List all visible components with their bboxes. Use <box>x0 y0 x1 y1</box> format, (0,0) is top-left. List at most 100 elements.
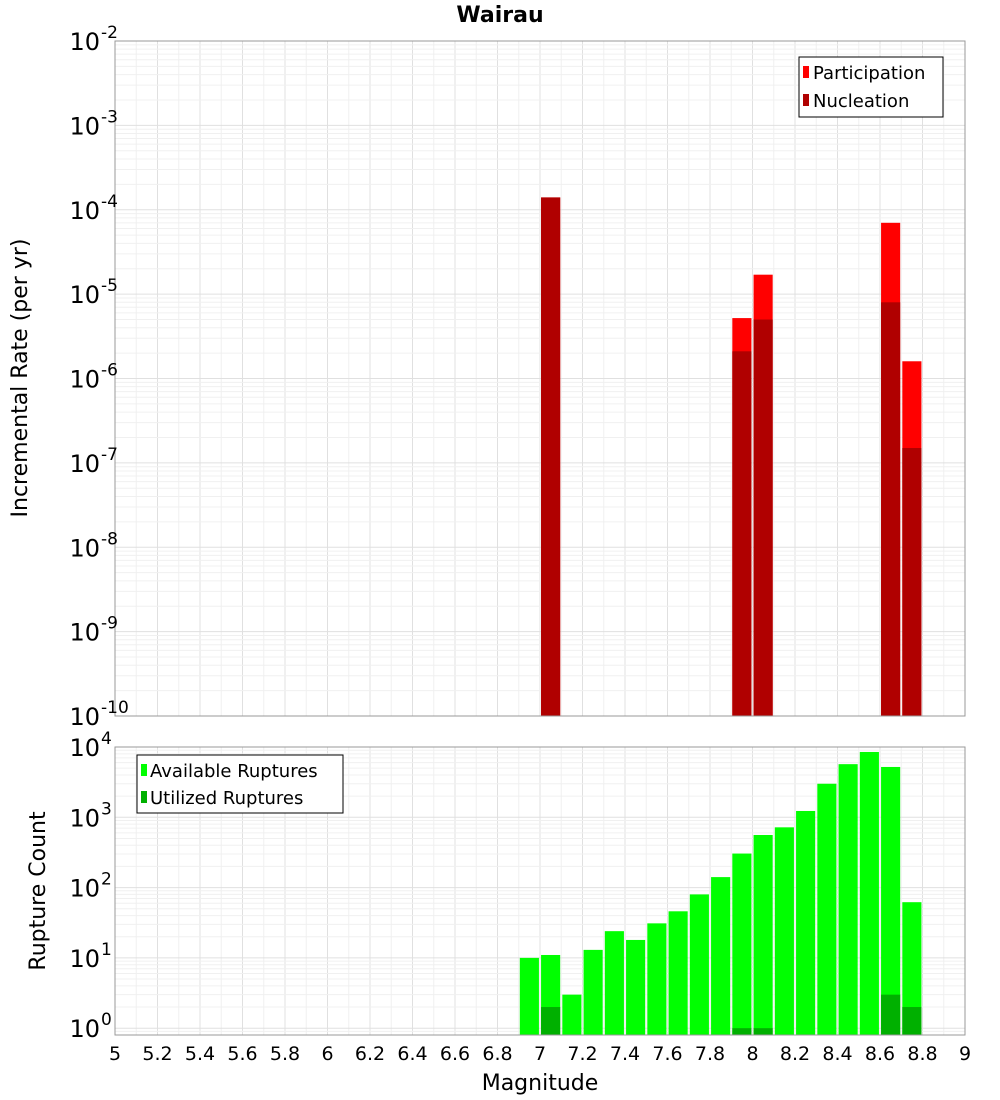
available-bar <box>838 764 858 1035</box>
count-legend-box <box>136 754 344 814</box>
chart-title: Wairau <box>456 3 543 28</box>
x-tick-label: 5.8 <box>270 1043 300 1065</box>
y-tick-label: 10 <box>69 619 100 647</box>
x-tick-label: 7.6 <box>652 1043 682 1065</box>
x-tick-label: 6.6 <box>440 1043 470 1065</box>
available-bar <box>604 931 624 1035</box>
participation-legend-label: Participation <box>813 63 925 84</box>
x-tick-label: 7 <box>534 1043 546 1065</box>
available-bar <box>583 949 603 1035</box>
x-tick-label: 9 <box>959 1043 971 1065</box>
rate-bars <box>541 197 922 717</box>
x-tick-label: 6.8 <box>482 1043 512 1065</box>
x-tick-label: 8 <box>746 1043 758 1065</box>
y-tick-label: 10 <box>69 366 100 394</box>
rate-legend-box <box>798 56 944 118</box>
participation-legend-swatch <box>803 66 809 78</box>
y-tick-label: 10 <box>69 945 100 973</box>
available-bar <box>519 957 539 1035</box>
x-tick-label: 7.4 <box>610 1043 640 1065</box>
utilized-bar <box>732 1028 752 1035</box>
y-tick-exponent: -6 <box>101 361 118 381</box>
y-tick-exponent: 3 <box>101 799 112 819</box>
y-tick-exponent: -7 <box>101 445 118 465</box>
available-bar <box>562 994 582 1035</box>
x-tick-label: 5.2 <box>142 1043 172 1065</box>
rate-y-axis-label: Incremental Rate (per yr) <box>8 239 33 518</box>
x-axis-ticks: 5 5.2 5.4 5.6 5.8 6 6.2 6.4 6.6 6.8 7 7.2 7.4 7.6 7.8 8… <box>109 1043 971 1065</box>
y-tick-exponent: -8 <box>101 529 118 549</box>
x-tick-label: 5.6 <box>227 1043 257 1065</box>
y-tick-exponent: -3 <box>101 107 118 127</box>
utilized-bar <box>541 1007 561 1035</box>
nucleation-bar <box>753 319 773 716</box>
available-bar <box>668 911 688 1035</box>
x-tick-label: 6.2 <box>355 1043 385 1065</box>
available-bar <box>796 810 816 1035</box>
y-tick-label: 10 <box>69 28 100 56</box>
count-bars <box>519 751 922 1035</box>
available-bar <box>647 923 667 1035</box>
y-tick-label: 10 <box>69 197 100 225</box>
nucleation-bar <box>732 351 752 716</box>
x-tick-label: 6.4 <box>397 1043 427 1065</box>
count-legend: Available Ruptures Utilized Ruptures <box>136 754 344 814</box>
x-tick-label: 8.6 <box>865 1043 895 1065</box>
available-bar <box>817 783 837 1035</box>
y-tick-label: 10 <box>69 281 100 309</box>
y-tick-label: 10 <box>69 450 100 478</box>
available-legend-label: Available Ruptures <box>150 761 318 782</box>
count-y-axis-label: Rupture Count <box>26 811 51 971</box>
x-tick-label: 5.4 <box>185 1043 215 1065</box>
y-tick-exponent: -10 <box>101 698 129 718</box>
available-bar <box>859 751 879 1035</box>
y-tick-label: 10 <box>69 534 100 562</box>
utilized-bar <box>902 1007 922 1035</box>
nucleation-legend-swatch <box>803 94 809 106</box>
nucleation-legend-label: Nucleation <box>813 91 909 112</box>
nucleation-bar <box>541 197 561 717</box>
available-bar <box>881 766 901 1035</box>
y-tick-exponent: -4 <box>101 192 118 212</box>
y-tick-exponent: -9 <box>101 614 118 634</box>
available-bar <box>753 834 773 1035</box>
y-tick-label: 10 <box>69 875 100 903</box>
rate-grid <box>114 40 966 717</box>
y-tick-label: 10 <box>69 1015 100 1043</box>
nucleation-bar <box>881 302 901 716</box>
utilized-bar <box>881 994 901 1035</box>
y-tick-exponent: 2 <box>101 870 112 890</box>
x-tick-label: 7.2 <box>567 1043 597 1065</box>
y-tick-label: 10 <box>69 703 100 731</box>
y-tick-label: 10 <box>69 734 100 762</box>
x-tick-label: 5 <box>109 1043 121 1065</box>
x-tick-label: 7.8 <box>695 1043 725 1065</box>
available-bar <box>732 853 752 1035</box>
y-tick-label: 10 <box>69 112 100 140</box>
available-bar <box>689 894 709 1035</box>
rate-legend: Participation Nucleation <box>798 56 944 118</box>
nucleation-bar <box>902 448 922 716</box>
x-axis-label: Magnitude <box>482 1071 599 1096</box>
y-tick-exponent: 1 <box>101 940 112 960</box>
utilized-legend-swatch <box>141 791 147 803</box>
count-plot-frame <box>114 746 966 1036</box>
x-tick-label: 8.4 <box>822 1043 852 1065</box>
available-bar <box>902 902 922 1035</box>
y-tick-exponent: 4 <box>101 729 112 749</box>
y-tick-exponent: 0 <box>101 1010 112 1030</box>
available-legend-swatch <box>141 764 147 776</box>
y-tick-label: 10 <box>69 804 100 832</box>
x-tick-label: 6 <box>321 1043 333 1065</box>
utilized-legend-label: Utilized Ruptures <box>150 788 303 809</box>
y-tick-exponent: -2 <box>101 23 118 43</box>
available-bar <box>626 939 646 1035</box>
rate-plot-frame <box>114 40 966 717</box>
available-bar <box>711 877 731 1035</box>
